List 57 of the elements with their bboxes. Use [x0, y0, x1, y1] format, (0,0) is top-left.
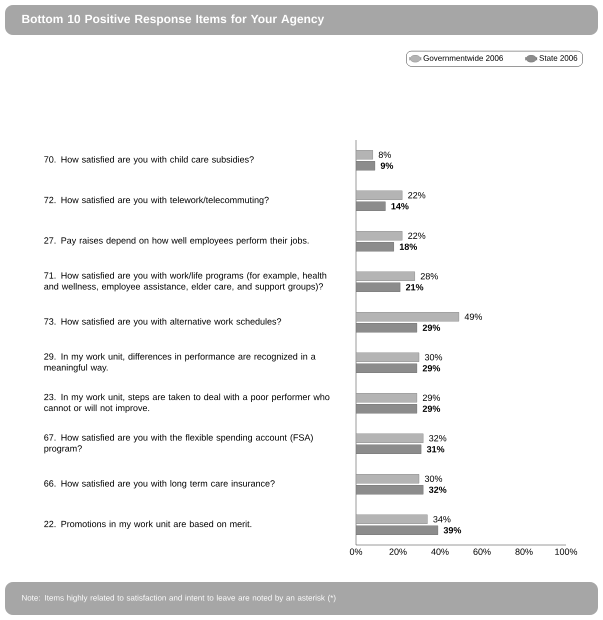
- y-tick-label: 22. Promotions in my work unit are based on merit.: [44, 520, 252, 529]
- data-label: 22%: [408, 232, 426, 239]
- bar: [356, 190, 402, 200]
- bar: [356, 282, 400, 292]
- data-label: 22%: [408, 192, 426, 198]
- bar: [356, 312, 460, 322]
- y-tick-label: 70. How satisfied are you with child care subsidies?: [44, 156, 254, 164]
- bar: [356, 514, 428, 524]
- bar: [356, 150, 373, 160]
- data-label: 8%: [378, 152, 391, 158]
- data-label: 32%: [429, 435, 446, 442]
- bar: [356, 202, 386, 211]
- data-label: 9%: [380, 162, 394, 169]
- x-tick-label: 0%: [350, 548, 362, 555]
- data-label: 29%: [422, 394, 440, 401]
- data-label: 39%: [444, 527, 462, 534]
- bar: [356, 352, 420, 362]
- data-label: 32%: [428, 486, 446, 493]
- x-tick-label: 20%: [389, 548, 407, 555]
- data-label: 29%: [422, 365, 440, 372]
- data-label: 18%: [400, 244, 418, 250]
- y-tick-label: 27. Pay raises depend on how well employees perform their jobs.: [44, 237, 309, 246]
- data-label: 30%: [424, 354, 442, 360]
- bar: [356, 444, 422, 454]
- y-tick-label: 23. In my work unit, steps are taken to deal with a poor performer who cannot or will not improve.: [44, 394, 330, 413]
- data-label: 28%: [420, 273, 438, 280]
- x-tick-label: 80%: [515, 548, 533, 555]
- data-label: 30%: [424, 476, 442, 482]
- y-tick-label: 73. How satisfied are you with alternative work schedules?: [44, 318, 282, 326]
- bar: [356, 393, 418, 402]
- data-label: 49%: [464, 314, 482, 320]
- bar: [356, 364, 418, 373]
- bar: [356, 404, 418, 414]
- bar: [356, 485, 424, 494]
- x-tick-label: 60%: [473, 548, 491, 555]
- y-tick-label: 66. How satisfied are you with long term care insurance?: [44, 480, 275, 488]
- bar: [356, 242, 394, 252]
- bar: [356, 474, 420, 484]
- data-label: 34%: [433, 516, 451, 522]
- x-tick-label: 100%: [555, 548, 578, 555]
- data-label: 29%: [422, 406, 440, 412]
- bar: [356, 434, 424, 443]
- bar: [356, 526, 438, 535]
- text: Bottom 10 Positive Response Items for Your Agency: [22, 14, 324, 26]
- bar: [356, 161, 376, 170]
- y-tick-label: 72. How satisfied are you with telework/telecommuting?: [44, 196, 269, 205]
- data-label: 29%: [422, 324, 440, 331]
- data-label: 14%: [391, 203, 409, 210]
- bar: [356, 272, 415, 281]
- x-tick-label: 40%: [431, 548, 449, 555]
- y-tick-label: 29. In my work unit, differences in performance are recognized in a meaningful way.: [44, 353, 316, 372]
- data-label: 21%: [406, 284, 424, 290]
- y-tick-label: 67. How satisfied are you with the flexible spending account (FSA) program?: [44, 434, 313, 454]
- y-tick-label: 71. How satisfied are you with work/life programs (for example, health and wellness, employee assistance, elder care, and support groups)?: [44, 272, 326, 292]
- bar: [356, 323, 418, 332]
- data-label: 31%: [426, 446, 444, 452]
- bar: [356, 231, 402, 240]
